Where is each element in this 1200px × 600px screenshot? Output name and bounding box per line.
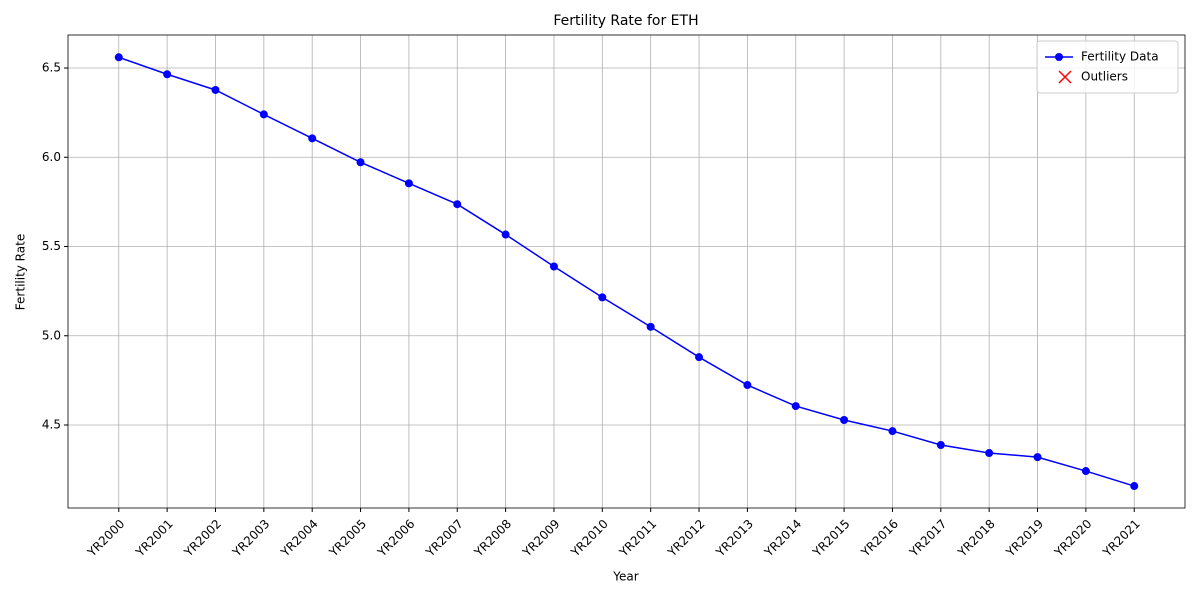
data-point (646, 322, 655, 331)
data-point (404, 179, 413, 188)
x-tick-label: YR2021 (1100, 517, 1143, 560)
x-tick-label: YR2004 (278, 517, 321, 560)
x-tick-label: YR2011 (616, 517, 659, 560)
x-tick-label: YR2010 (568, 517, 611, 560)
data-point (549, 262, 558, 271)
data-point (211, 85, 220, 94)
x-tick-label: YR2003 (229, 517, 272, 560)
x-tick-label: YR2006 (374, 517, 417, 560)
data-point (114, 53, 123, 62)
data-point (308, 134, 317, 143)
x-tick-label: YR2009 (519, 517, 562, 560)
data-point (598, 293, 607, 302)
x-tick-label: YR2016 (858, 517, 901, 560)
y-axis-label: Fertility Rate (14, 234, 28, 310)
x-axis-label: Year (612, 570, 638, 584)
x-tick-label: YR2001 (132, 517, 175, 560)
x-tick-label: YR2019 (1003, 517, 1046, 560)
data-point (985, 449, 994, 458)
data-point (888, 427, 897, 436)
x-tick-label: YR2013 (713, 517, 756, 560)
legend-box (1036, 40, 1179, 94)
legend-label: Outliers (1081, 70, 1128, 84)
data-point (840, 416, 849, 425)
x-tick-label: YR2012 (664, 517, 707, 560)
data-point (695, 353, 704, 362)
data-point (1033, 453, 1042, 462)
data-point (936, 440, 945, 449)
y-tick-label: 6.0 (42, 150, 61, 164)
x-tick-label: YR2007 (423, 517, 466, 560)
data-point (259, 110, 268, 119)
x-tick-label: YR2020 (1051, 517, 1094, 560)
legend-marker (1055, 53, 1063, 61)
data-point (501, 230, 510, 239)
data-point (1081, 467, 1090, 476)
data-point (453, 200, 462, 209)
y-tick-label: 5.0 (42, 328, 61, 342)
legend-label: Fertility Data (1081, 50, 1159, 64)
legend-marker (1058, 70, 1072, 84)
x-tick-label: YR2000 (84, 517, 127, 560)
x-tick-label: YR2002 (181, 517, 224, 560)
data-point (743, 381, 752, 390)
x-tick-label: YR2018 (954, 517, 997, 560)
data-line (118, 56, 1135, 487)
data-point (356, 158, 365, 167)
data-point (1130, 482, 1139, 491)
y-tick-label: 5.5 (42, 239, 61, 253)
data-point (163, 70, 172, 79)
x-tick-label: YR2015 (809, 517, 852, 560)
plot-frame (67, 34, 1186, 509)
chart-title: Fertility Rate for ETH (553, 13, 698, 29)
y-tick-label: 4.5 (42, 418, 61, 432)
data-point (791, 402, 800, 411)
x-tick-label: YR2005 (326, 517, 369, 560)
x-tick-label: YR2008 (471, 517, 514, 560)
x-tick-label: YR2017 (906, 517, 949, 560)
y-tick-label: 6.5 (42, 61, 61, 75)
x-tick-label: YR2014 (761, 517, 804, 560)
